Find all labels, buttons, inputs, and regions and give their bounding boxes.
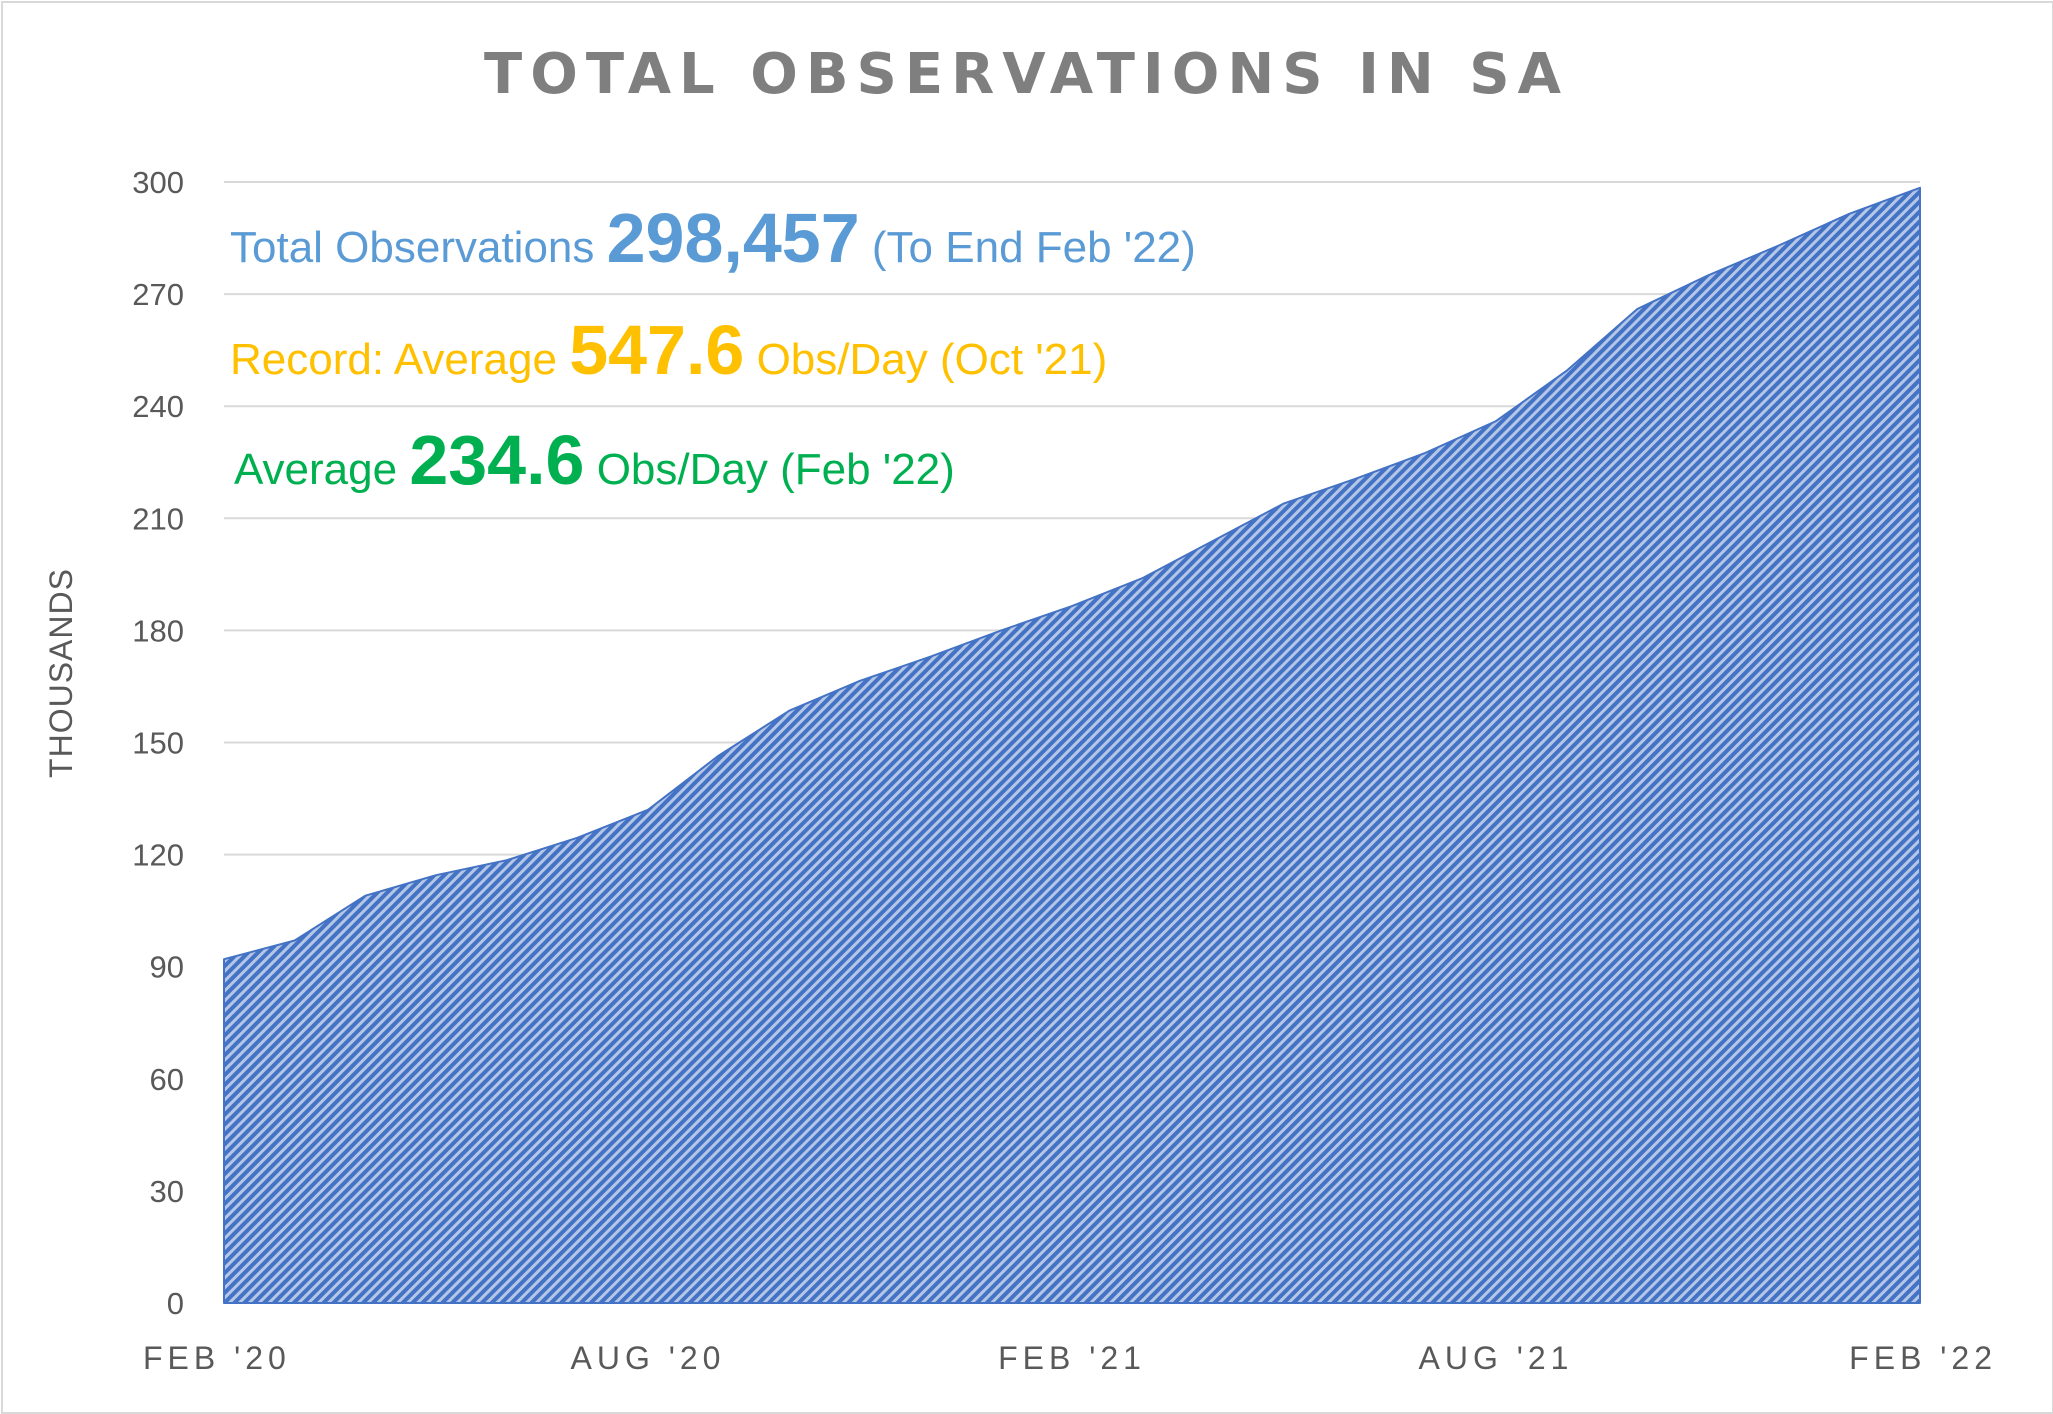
y-axis-label: THOUSANDS bbox=[43, 568, 79, 778]
y-tick-label: 240 bbox=[132, 389, 184, 424]
average-suffix: Obs/Day (Feb '22) bbox=[584, 445, 955, 494]
average-value: 234.6 bbox=[409, 421, 585, 499]
record-prefix: Record: Average bbox=[230, 335, 570, 384]
x-tick-label: AUG '20 bbox=[571, 1340, 726, 1376]
x-tick-label: FEB '21 bbox=[998, 1340, 1146, 1376]
y-tick-label: 210 bbox=[132, 501, 184, 536]
y-tick-label: 0 bbox=[167, 1286, 184, 1321]
record-suffix: Obs/Day (Oct '21) bbox=[744, 335, 1108, 384]
y-tick-label: 300 bbox=[132, 165, 184, 200]
record-value: 547.6 bbox=[569, 311, 745, 389]
total-observations-annotation: Total Observations 298,457 (To End Feb '… bbox=[230, 198, 1196, 278]
x-axis-ticks: FEB '20 AUG '20 FEB '21 AUG '21 FEB '22 bbox=[143, 1340, 1997, 1376]
y-tick-label: 150 bbox=[132, 726, 184, 761]
chart-title: TOTAL OBSERVATIONS IN SA bbox=[484, 42, 1569, 107]
y-tick-label: 30 bbox=[150, 1174, 184, 1209]
area-series-fill bbox=[223, 186, 1921, 1304]
x-tick-label: AUG '21 bbox=[1419, 1340, 1574, 1376]
current-average-annotation: Average 234.6 Obs/Day (Feb '22) bbox=[234, 420, 955, 500]
y-tick-label: 60 bbox=[150, 1062, 184, 1097]
y-tick-label: 180 bbox=[132, 613, 184, 648]
x-tick-label: FEB '22 bbox=[1849, 1340, 1997, 1376]
x-tick-label: FEB '20 bbox=[143, 1340, 291, 1376]
y-axis-ticks: 0 30 60 90 120 150 180 210 240 270 300 bbox=[132, 165, 184, 1321]
y-tick-label: 120 bbox=[132, 838, 184, 873]
average-prefix: Average bbox=[234, 445, 410, 494]
record-average-annotation: Record: Average 547.6 Obs/Day (Oct '21) bbox=[230, 310, 1107, 390]
total-value: 298,457 bbox=[606, 199, 860, 277]
y-tick-label: 270 bbox=[132, 277, 184, 312]
total-suffix: (To End Feb '22) bbox=[859, 223, 1196, 272]
y-tick-label: 90 bbox=[150, 950, 184, 985]
area-series bbox=[223, 186, 1921, 1304]
total-prefix: Total Observations bbox=[230, 223, 607, 272]
